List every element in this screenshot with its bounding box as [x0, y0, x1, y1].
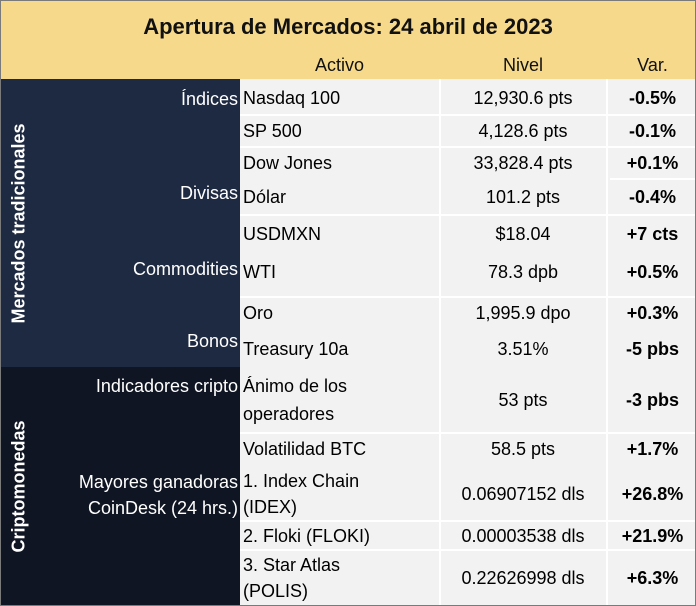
- section-traditional: Mercados tradicionales: [1, 79, 240, 367]
- asset-cell: Dow Jones: [243, 153, 333, 173]
- asset-cell-line1: 1. Index Chain: [243, 471, 360, 491]
- change-cell: +0.3%: [626, 303, 679, 323]
- row-divider: [240, 296, 695, 298]
- asset-cell: SP 500: [243, 121, 302, 141]
- row-divider: [240, 520, 695, 522]
- level-cell: 3.51%: [497, 339, 549, 359]
- change-cell: -0.1%: [628, 121, 677, 141]
- level-cell: 12,930.6 pts: [473, 88, 573, 108]
- category-divisas: Divisas: [179, 183, 238, 203]
- change-cell: -0.4%: [628, 187, 677, 207]
- row-divider: [240, 432, 695, 434]
- row-divider: [240, 146, 695, 148]
- level-cell: 101.2 pts: [485, 187, 561, 207]
- change-cell: +0.1%: [626, 153, 679, 173]
- category-ganadoras-line1: Mayores ganadoras: [78, 472, 238, 492]
- column-header-level: Nivel: [502, 55, 543, 75]
- level-cell: 4,128.6 pts: [478, 121, 568, 141]
- level-cell: 1,995.9 dpo: [475, 303, 571, 323]
- row-divider: [610, 178, 695, 180]
- asset-cell: Treasury 10a: [243, 339, 349, 359]
- column-header-asset: Activo: [314, 55, 365, 75]
- asset-cell: Oro: [243, 303, 274, 323]
- change-cell: -3 pbs: [625, 390, 679, 410]
- asset-cell: USDMXN: [243, 224, 322, 244]
- change-cell: +0.5%: [626, 262, 679, 282]
- level-cell: 78.3 dpb: [487, 262, 559, 282]
- level-cell: 58.5 pts: [490, 439, 556, 459]
- asset-cell: 2. Floki (FLOKI): [243, 525, 371, 546]
- asset-cell: WTI: [243, 262, 276, 282]
- section-crypto: Criptomonedas: [1, 367, 240, 605]
- level-cell: 53 pts: [498, 390, 548, 410]
- change-cell: +7 cts: [626, 224, 679, 244]
- header-blank-cell: [1, 52, 240, 79]
- category-commodities: Commodities: [132, 259, 238, 279]
- row-divider: [240, 214, 695, 216]
- column-divider: [606, 79, 608, 605]
- section-label-traditional: Mercados tradicionales: [8, 122, 29, 324]
- change-cell: -5 pbs: [625, 339, 679, 359]
- asset-cell: Volatilidad BTC: [243, 439, 367, 459]
- header-row: [240, 52, 695, 79]
- change-cell: +26.8%: [621, 483, 684, 504]
- column-header-change: Var.: [637, 55, 668, 75]
- asset-cell: Nasdaq 100: [243, 88, 341, 108]
- category-indicadores: Indicadores cripto: [95, 376, 238, 396]
- row-divider: [240, 114, 695, 116]
- column-divider: [439, 79, 441, 605]
- level-cell: 0.06907152 dls: [461, 483, 585, 504]
- row-divider: [240, 549, 695, 551]
- category-indices: Índices: [180, 89, 238, 109]
- asset-cell-line1: Ánimo de los: [243, 376, 348, 396]
- asset-cell: Dólar: [243, 187, 287, 207]
- asset-cell-line2: operadores: [243, 404, 335, 424]
- asset-cell-line2: (IDEX): [243, 497, 297, 517]
- category-bonos: Bonos: [186, 331, 238, 351]
- change-cell: +6.3%: [626, 568, 679, 588]
- level-cell: 0.22626998 dls: [461, 568, 585, 588]
- change-cell: +21.9%: [621, 525, 684, 546]
- level-cell: 33,828.4 pts: [473, 153, 573, 173]
- asset-cell-line2: (POLIS): [243, 581, 309, 601]
- change-cell: +1.7%: [626, 439, 679, 459]
- category-ganadoras-line2: CoinDesk (24 hrs.): [87, 498, 238, 518]
- level-cell: $18.04: [495, 224, 551, 244]
- asset-cell-line1: 3. Star Atlas: [243, 555, 341, 575]
- table-title: Apertura de Mercados: 24 abril de 2023: [1, 1, 695, 52]
- level-cell: 0.00003538 dls: [461, 525, 585, 546]
- section-label-crypto: Criptomonedas: [8, 419, 29, 553]
- change-cell: -0.5%: [628, 88, 677, 108]
